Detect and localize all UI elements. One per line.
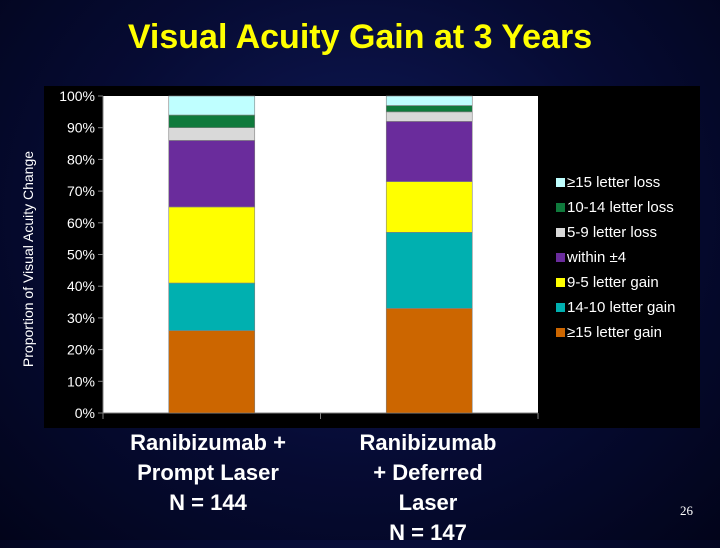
category-label-line: + Deferred — [373, 460, 483, 485]
category-label-line: Ranibizumab — [359, 430, 497, 455]
chart-title: Visual Acuity Gain at 3 Years — [127, 18, 593, 56]
legend-swatch — [556, 303, 565, 312]
legend-label: within ±4 — [567, 249, 627, 266]
y-tick-label: 60% — [67, 215, 95, 231]
y-tick-label: 10% — [67, 373, 95, 389]
bar-segment — [385, 121, 473, 182]
bar-segment — [385, 181, 473, 233]
bar-segment — [385, 308, 473, 414]
bar-segment — [168, 330, 256, 414]
legend-swatch — [556, 278, 565, 287]
y-tick-label: 40% — [67, 278, 95, 294]
bar-segment — [385, 105, 473, 113]
y-tick-label: 80% — [67, 151, 95, 167]
legend-item: ≥15 letter loss — [556, 170, 675, 195]
bar-segment — [168, 282, 256, 331]
legend-swatch — [556, 228, 565, 237]
category-label-line: N = 144 — [169, 490, 247, 515]
legend-label: 14-10 letter gain — [567, 299, 676, 316]
legend-item: within ±4 — [556, 245, 675, 270]
legend-swatch — [556, 178, 565, 187]
bar-segment — [168, 206, 256, 284]
y-tick-label: 30% — [67, 310, 95, 326]
legend-label: 9-5 letter gain — [567, 274, 659, 291]
y-tick-label: 0% — [75, 405, 95, 421]
category-label-line: Laser — [398, 490, 458, 515]
bar-segment — [168, 114, 256, 128]
category-label-line: Ranibizumab + — [130, 430, 286, 455]
legend-label: ≥15 letter loss — [567, 174, 661, 191]
category-label-line: Prompt Laser — [137, 460, 279, 485]
page-number: 26 — [680, 503, 693, 518]
bar-segment — [385, 111, 473, 122]
legend-label: 5-9 letter loss — [567, 224, 658, 241]
y-tick-label: 50% — [67, 247, 95, 263]
category-label-prompt-laser: Ranibizumab + Prompt Laser N = 144 — [110, 428, 306, 518]
bar-segment — [385, 232, 473, 309]
legend-swatch — [556, 253, 565, 262]
y-tick-label: 90% — [67, 120, 95, 136]
legend-item: 10-14 letter loss — [556, 195, 675, 220]
legend-label: ≥15 letter gain — [567, 324, 662, 341]
bar-segment — [168, 127, 256, 141]
legend-item: 5-9 letter loss — [556, 220, 675, 245]
y-tick-label: 70% — [67, 183, 95, 199]
bar-segment — [385, 95, 473, 106]
legend-label: 10-14 letter loss — [567, 199, 674, 216]
legend: ≥15 letter loss 10-14 letter loss 5-9 lett… — [556, 170, 675, 345]
bar-segment — [168, 140, 256, 208]
bar-segment — [168, 95, 256, 116]
legend-item: 14-10 letter gain — [556, 295, 675, 320]
plot-area — [103, 96, 538, 413]
legend-item: 9-5 letter gain — [556, 270, 675, 295]
legend-swatch — [556, 328, 565, 337]
category-label-deferred-laser: Ranibizumab + Deferred Laser N = 147 — [330, 428, 526, 548]
y-tick-label: 100% — [59, 88, 95, 104]
category-label-line: N = 147 — [389, 520, 467, 545]
y-tick-label: 20% — [67, 342, 95, 358]
legend-item: ≥15 letter gain — [556, 320, 675, 345]
legend-swatch — [556, 203, 565, 212]
